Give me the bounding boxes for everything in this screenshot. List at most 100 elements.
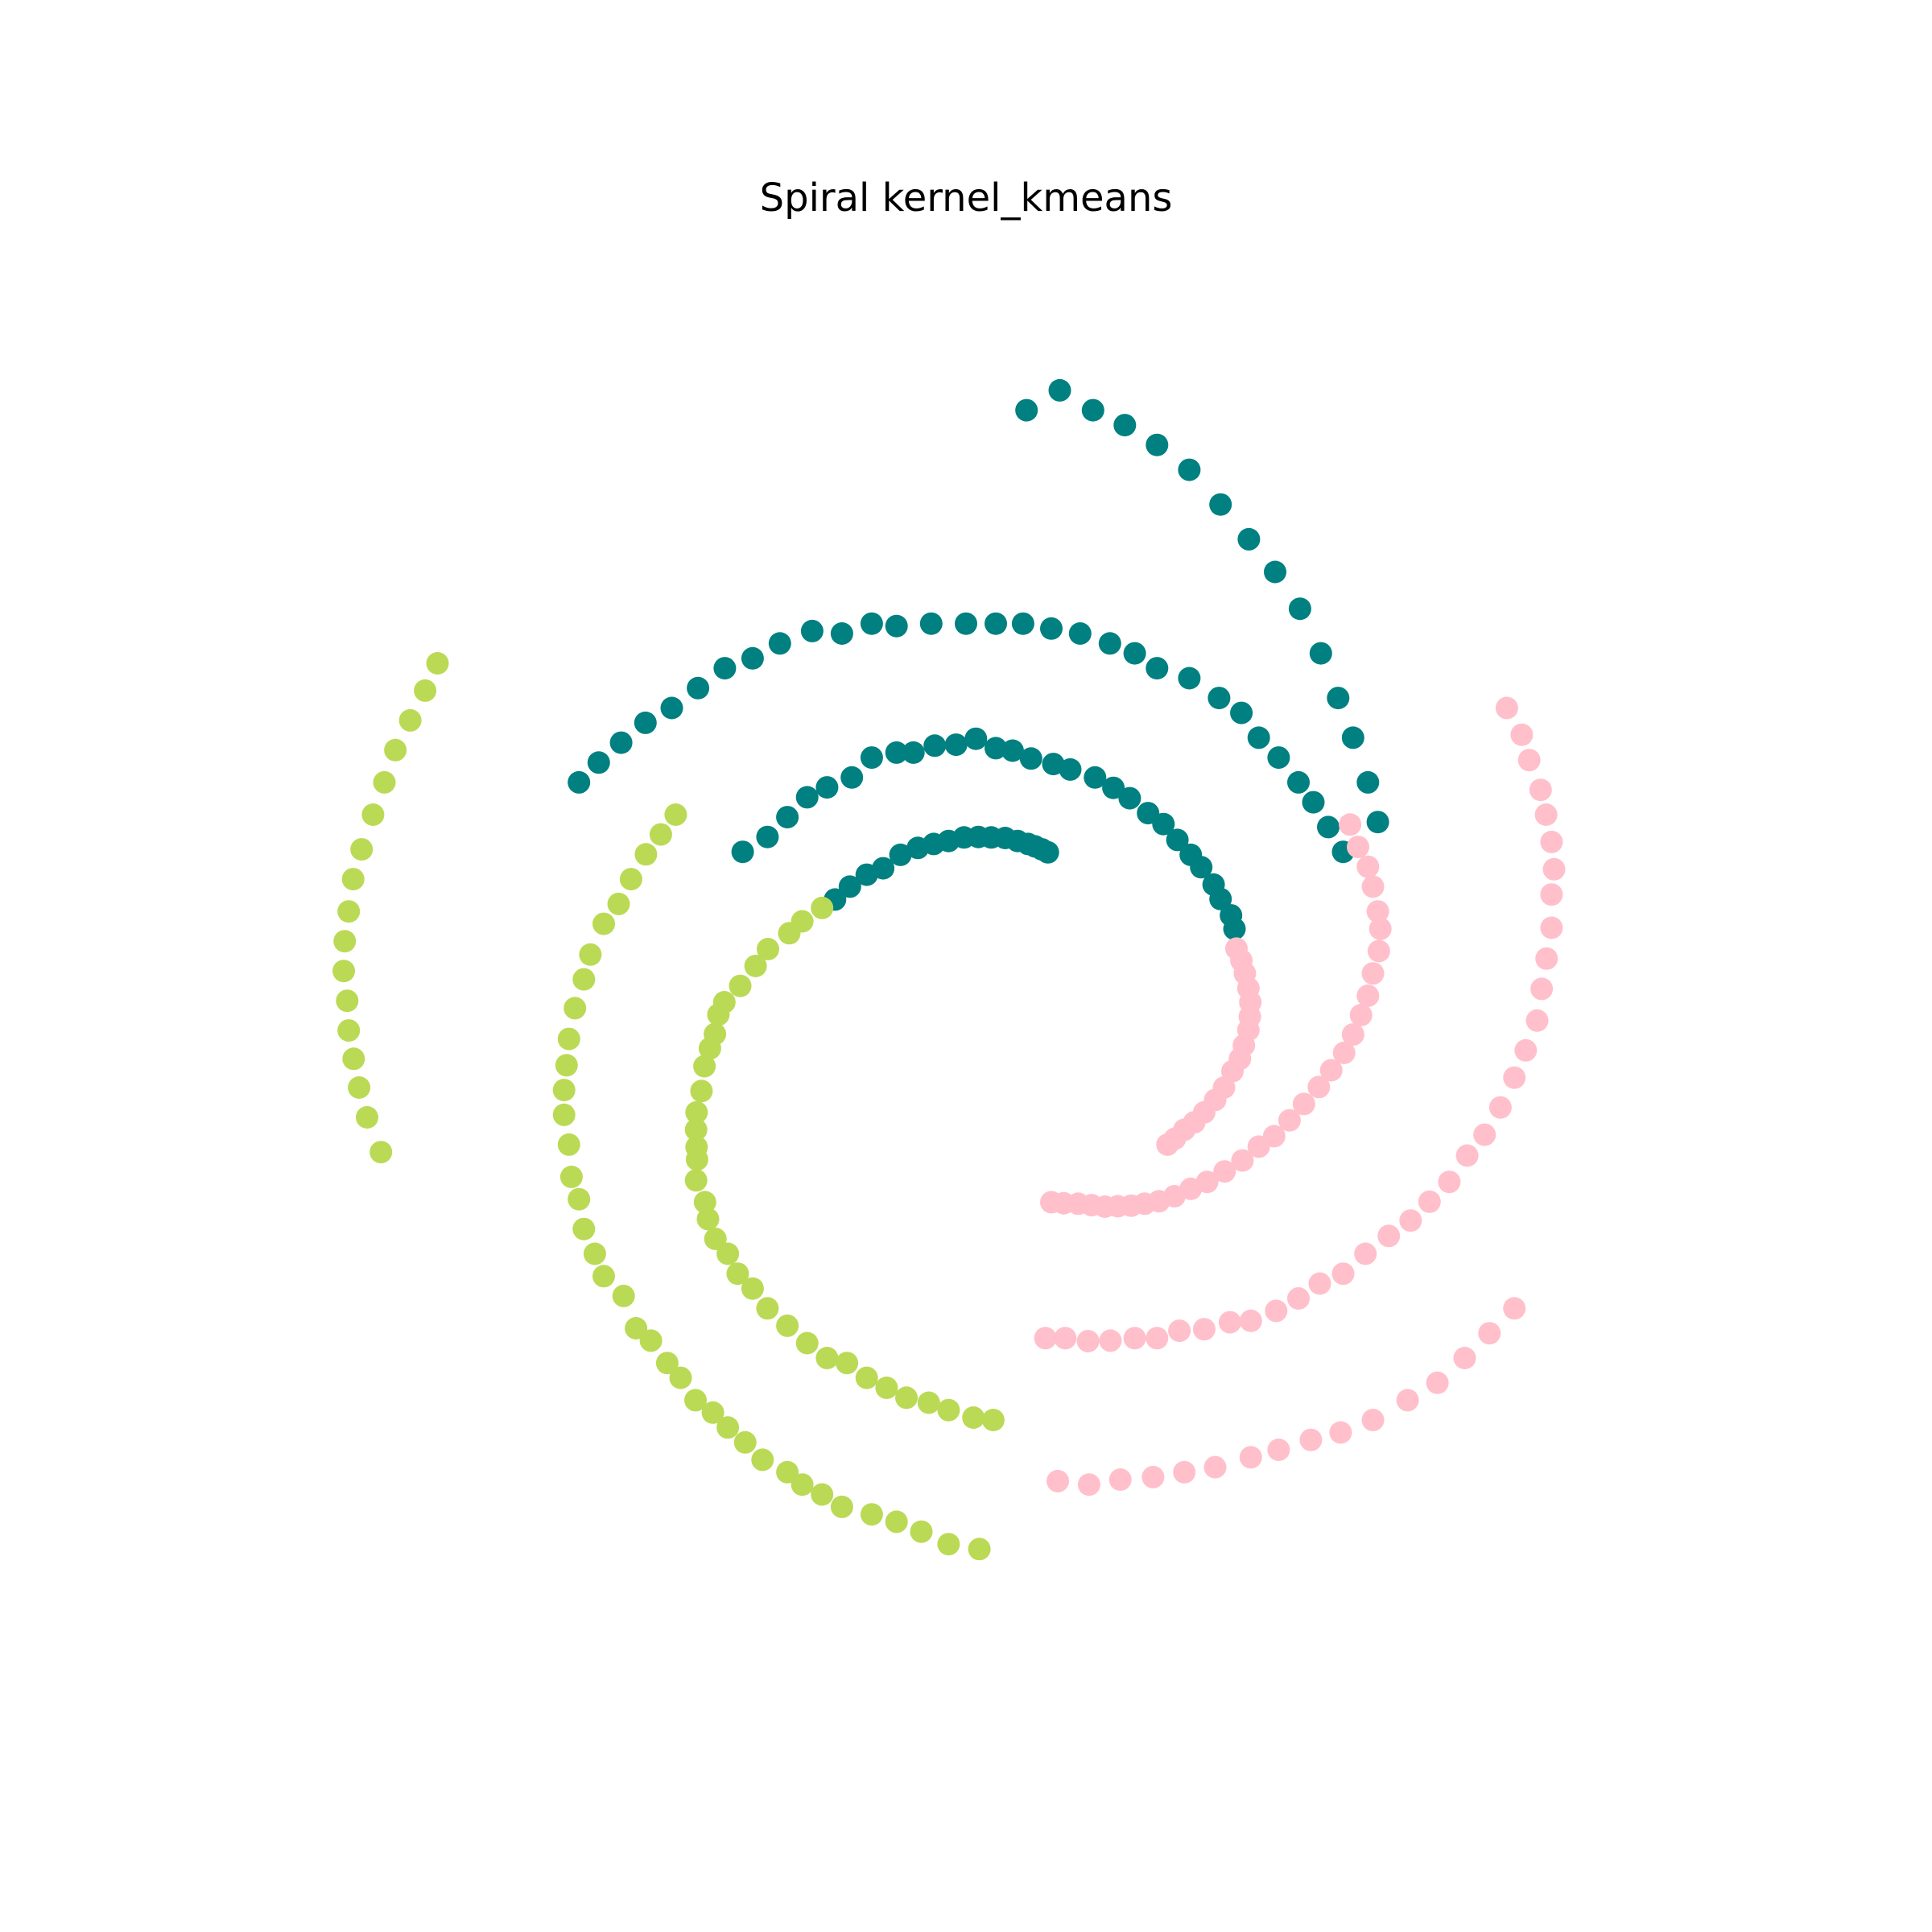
scatter-point-cluster-3 xyxy=(592,1265,615,1288)
scatter-point-cluster-3 xyxy=(337,1019,361,1042)
scatter-point-cluster-3 xyxy=(685,1100,708,1124)
scatter-point-cluster-3 xyxy=(815,1347,839,1369)
scatter-point-cluster-1 xyxy=(1042,753,1065,776)
scatter-point-cluster-2 xyxy=(1195,1170,1219,1194)
scatter-point-cluster-1 xyxy=(1209,493,1232,516)
scatter-point-cluster-1 xyxy=(1011,612,1034,635)
scatter-point-cluster-2 xyxy=(1331,1262,1355,1286)
scatter-point-cluster-1 xyxy=(776,806,799,829)
scatter-point-cluster-3 xyxy=(625,1317,648,1340)
scatter-point-cluster-2 xyxy=(1218,1311,1241,1334)
scatter-point-cluster-1 xyxy=(1001,739,1024,762)
scatter-point-cluster-3 xyxy=(684,1118,708,1141)
scatter-point-cluster-2 xyxy=(1525,1009,1549,1032)
scatter-point-cluster-1 xyxy=(1247,726,1270,749)
scatter-point-cluster-1 xyxy=(889,843,912,866)
scatter-point-cluster-3 xyxy=(937,1398,960,1422)
scatter-point-cluster-2 xyxy=(1054,1327,1077,1350)
scatter-point-cluster-1 xyxy=(731,840,754,864)
scatter-point-cluster-3 xyxy=(568,1187,591,1211)
scatter-point-cluster-2 xyxy=(1399,1209,1422,1232)
scatter-point-cluster-3 xyxy=(778,922,801,945)
scatter-point-cluster-3 xyxy=(716,1416,740,1439)
scatter-point-cluster-1 xyxy=(756,825,779,848)
scatter-point-cluster-1 xyxy=(860,612,883,635)
scatter-point-cluster-3 xyxy=(398,708,422,732)
scatter-point-cluster-2 xyxy=(1292,1092,1315,1116)
scatter-point-cluster-1 xyxy=(587,751,610,774)
scatter-point-cluster-1 xyxy=(919,612,943,635)
scatter-point-cluster-2 xyxy=(1361,1409,1385,1431)
scatter-point-cluster-2 xyxy=(1514,1038,1538,1062)
scatter-point-cluster-3 xyxy=(811,1483,834,1506)
scatter-point-cluster-2 xyxy=(1231,1149,1254,1172)
scatter-point-cluster-2 xyxy=(1203,1455,1227,1479)
scatter-point-cluster-2 xyxy=(1076,1330,1100,1352)
scatter-point-cluster-3 xyxy=(552,1079,576,1102)
scatter-point-cluster-2 xyxy=(1453,1347,1476,1369)
scatter-point-cluster-3 xyxy=(332,960,355,983)
scatter-point-cluster-3 xyxy=(669,1366,692,1389)
scatter-point-cluster-2 xyxy=(1349,1004,1373,1026)
scatter-point-cluster-3 xyxy=(895,1386,918,1410)
scatter-point-cluster-3 xyxy=(373,770,396,794)
scatter-point-cluster-1 xyxy=(1178,458,1201,481)
scatter-point-cluster-2 xyxy=(1540,883,1563,906)
scatter-point-cluster-1 xyxy=(885,614,908,638)
scatter-point-cluster-3 xyxy=(639,1329,663,1352)
scatter-point-cluster-3 xyxy=(756,1297,779,1320)
scatter-point-cluster-3 xyxy=(384,738,407,762)
scatter-point-cluster-1 xyxy=(1048,378,1071,402)
scatter-point-cluster-3 xyxy=(757,938,779,960)
scatter-point-cluster-2 xyxy=(1503,1297,1526,1320)
scatter-point-cluster-2 xyxy=(1332,1041,1356,1064)
scatter-point-cluster-2 xyxy=(1156,1133,1179,1156)
scatter-point-cluster-1 xyxy=(985,612,1007,635)
scatter-point-cluster-3 xyxy=(704,1228,727,1250)
scatter-point-cluster-2 xyxy=(1361,875,1385,898)
scatter-point-cluster-2 xyxy=(1517,749,1541,772)
scatter-point-cluster-2 xyxy=(1319,1059,1343,1082)
scatter-point-cluster-2 xyxy=(1495,696,1518,720)
scatter-point-cluster-3 xyxy=(336,989,359,1013)
scatter-point-cluster-2 xyxy=(1339,813,1362,836)
scatter-point-cluster-3 xyxy=(795,1331,819,1355)
scatter-point-cluster-2 xyxy=(1347,836,1369,859)
scatter-point-cluster-3 xyxy=(607,892,630,915)
scatter-point-cluster-2 xyxy=(1377,1224,1401,1248)
scatter-point-cluster-3 xyxy=(811,896,834,919)
scatter-point-cluster-1 xyxy=(1036,840,1059,864)
scatter-point-cluster-3 xyxy=(342,1047,365,1071)
scatter-point-cluster-3 xyxy=(559,1166,583,1188)
scatter-point-cluster-2 xyxy=(1077,1473,1100,1496)
scatter-point-cluster-2 xyxy=(1265,1299,1288,1323)
scatter-point-cluster-1 xyxy=(1152,812,1175,836)
scatter-point-cluster-2 xyxy=(1540,830,1563,853)
scatter-point-cluster-1 xyxy=(800,619,824,642)
scatter-point-cluster-1 xyxy=(964,727,988,750)
scatter-point-cluster-1 xyxy=(944,733,968,757)
scatter-point-cluster-3 xyxy=(885,1510,908,1534)
scatter-point-cluster-2 xyxy=(1278,1108,1301,1132)
scatter-point-cluster-1 xyxy=(795,786,819,809)
scatter-point-cluster-2 xyxy=(1146,1327,1169,1350)
scatter-point-cluster-2 xyxy=(1418,1190,1441,1213)
scatter-point-cluster-1 xyxy=(1059,758,1082,781)
scatter-point-cluster-3 xyxy=(619,868,642,891)
scatter-point-cluster-3 xyxy=(684,1169,708,1192)
scatter-point-cluster-1 xyxy=(860,746,883,770)
scatter-point-cluster-1 xyxy=(1341,726,1364,749)
scatter-point-cluster-3 xyxy=(855,1366,878,1389)
scatter-point-cluster-2 xyxy=(1108,1468,1132,1491)
scatter-point-cluster-3 xyxy=(937,1533,960,1556)
scatter-point-cluster-1 xyxy=(1123,642,1146,665)
scatter-point-cluster-1 xyxy=(1264,560,1286,584)
scatter-point-cluster-2 xyxy=(1426,1371,1449,1394)
scatter-point-cluster-3 xyxy=(649,823,672,846)
scatter-point-cluster-1 xyxy=(1287,770,1310,794)
scatter-point-cluster-2 xyxy=(1488,1096,1512,1119)
scatter-point-cluster-2 xyxy=(1368,917,1392,940)
scatter-point-cluster-3 xyxy=(776,1314,799,1337)
scatter-point-cluster-2 xyxy=(1239,1446,1262,1469)
scatter-point-cluster-1 xyxy=(1190,856,1213,879)
